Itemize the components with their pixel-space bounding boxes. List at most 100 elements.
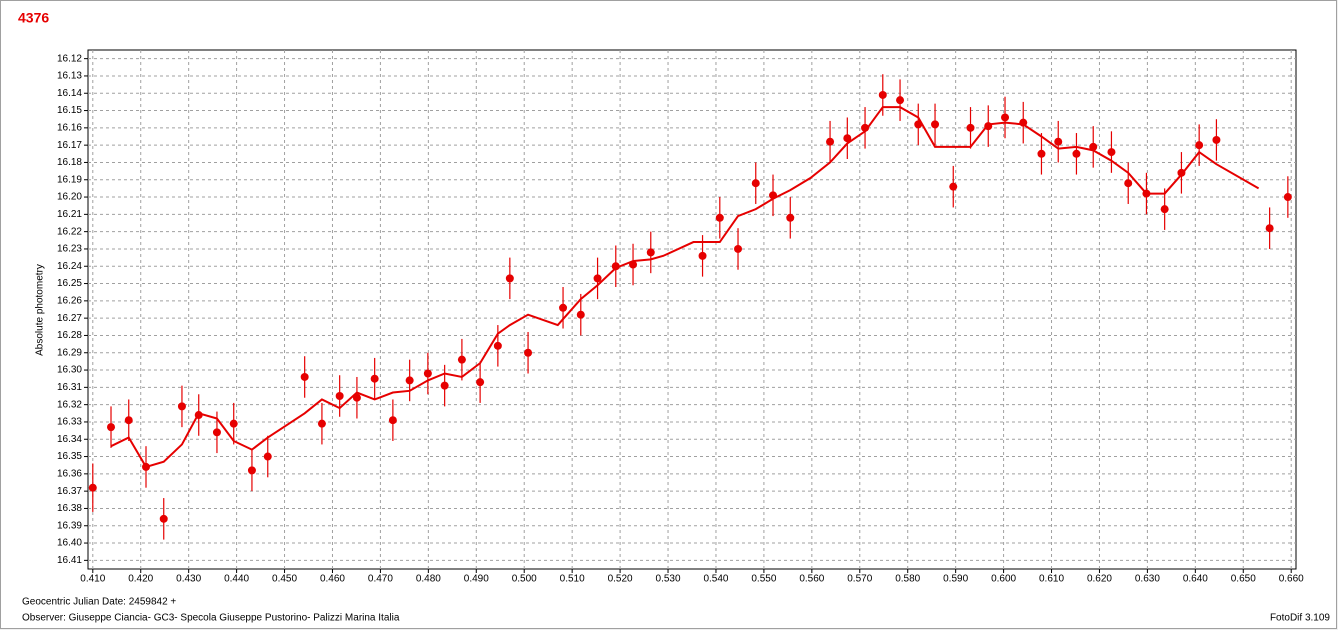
x-tick-label: 0.410: [80, 574, 105, 585]
y-tick-label: 16.24: [57, 261, 82, 272]
footnote: Observer: Giuseppe Ciancia- GC3- Specola…: [22, 613, 400, 624]
y-tick-label: 16.25: [57, 278, 82, 289]
data-point: [1089, 142, 1098, 151]
data-point: [1054, 137, 1063, 146]
data-point: [1283, 193, 1292, 202]
x-tick-label: 0.620: [1087, 574, 1112, 585]
data-point: [247, 466, 256, 475]
x-tick-label: 0.630: [1135, 574, 1160, 585]
data-point: [335, 392, 344, 400]
x-tick-label: 0.520: [608, 574, 633, 585]
x-tick-label: 0.450: [272, 574, 297, 585]
data-point: [263, 452, 272, 461]
data-point: [440, 381, 449, 390]
y-tick-label: 16.34: [57, 434, 82, 445]
y-tick-label: 16.18: [57, 157, 82, 168]
x-tick-label: 0.600: [991, 574, 1016, 585]
x-tick-label: 0.550: [751, 574, 776, 585]
data-point: [493, 341, 502, 350]
x-tick-label: 0.570: [847, 574, 872, 585]
data-point: [229, 419, 238, 428]
y-tick-label: 16.30: [57, 365, 82, 376]
data-point: [1072, 149, 1081, 158]
x-tick-label: 0.540: [703, 574, 728, 585]
data-point: [370, 374, 379, 383]
y-tick-label: 16.16: [57, 122, 82, 133]
data-point: [559, 303, 568, 312]
y-tick-label: 16.13: [57, 71, 82, 82]
x-tick-label: 0.490: [464, 574, 489, 585]
data-point: [1195, 141, 1204, 150]
data-point: [1212, 135, 1221, 144]
moving-average-line: [110, 106, 1260, 469]
y-tick-label: 16.40: [57, 538, 82, 549]
data-point: [159, 514, 168, 523]
data-point: [524, 348, 533, 357]
y-axis-label: Absolute photometry: [35, 264, 46, 356]
x-tick-label: 0.530: [656, 574, 681, 585]
y-tick-label: 16.39: [57, 520, 82, 531]
y-tick-label: 16.26: [57, 295, 82, 306]
y-tick-label: 16.15: [57, 105, 82, 116]
data-point: [949, 182, 958, 191]
y-tick-label: 16.36: [57, 468, 82, 479]
y-tick-label: 16.41: [57, 555, 82, 566]
data-point: [715, 213, 724, 222]
data-point: [107, 423, 116, 432]
data-point: [734, 244, 743, 253]
data-point: [1160, 205, 1169, 214]
x-axis-label: Geocentric Julian Date: 2459842 +: [22, 597, 176, 608]
software-label: FotoDif 3.109: [1270, 613, 1330, 624]
y-tick-label: 16.22: [57, 226, 82, 237]
data-point: [966, 123, 975, 132]
y-tick-label: 16.23: [57, 244, 82, 255]
plot-area: [87, 49, 1297, 570]
x-tick-label: 0.440: [224, 574, 249, 585]
x-tick-label: 0.560: [799, 574, 824, 585]
x-tick-label: 0.460: [320, 574, 345, 585]
y-tick-label: 16.38: [57, 503, 82, 514]
data-point: [843, 134, 852, 143]
data-point: [1124, 179, 1133, 188]
data-point: [212, 428, 221, 437]
x-tick-label: 0.430: [176, 574, 201, 585]
y-tick-label: 16.12: [57, 53, 82, 64]
y-tick-label: 16.33: [57, 417, 82, 428]
data-point: [786, 213, 795, 222]
y-tick-label: 16.31: [57, 382, 82, 393]
data-point: [1107, 148, 1116, 157]
y-tick-label: 16.19: [57, 174, 82, 185]
x-tick-label: 0.650: [1231, 574, 1256, 585]
data-point: [177, 402, 186, 411]
y-tick-label: 16.28: [57, 330, 82, 341]
data-point: [1265, 224, 1274, 233]
data-point: [317, 419, 326, 428]
x-tick-label: 0.420: [128, 574, 153, 585]
data-point: [576, 310, 585, 319]
x-tick-label: 0.610: [1039, 574, 1064, 585]
data-point: [593, 274, 602, 283]
data-point: [300, 372, 309, 381]
data-point: [751, 179, 760, 188]
data-point: [457, 355, 466, 364]
x-tick-label: 0.590: [943, 574, 968, 585]
y-tick-label: 16.17: [57, 140, 82, 151]
y-tick-label: 16.20: [57, 192, 82, 203]
data-point: [88, 483, 97, 492]
data-point: [388, 416, 397, 425]
data-point: [1037, 149, 1046, 158]
y-tick-label: 16.37: [57, 486, 82, 497]
data-point: [931, 120, 940, 129]
x-tick-label: 0.500: [512, 574, 537, 585]
data-point: [352, 393, 361, 402]
data-point: [646, 248, 655, 257]
x-tick-label: 0.510: [560, 574, 585, 585]
x-tick-label: 0.580: [895, 574, 920, 585]
data-point: [896, 96, 905, 105]
data-point: [124, 416, 133, 425]
y-tick-label: 16.14: [57, 88, 82, 99]
data-point: [878, 90, 887, 99]
data-point: [698, 251, 707, 260]
y-tick-label: 16.35: [57, 451, 82, 462]
